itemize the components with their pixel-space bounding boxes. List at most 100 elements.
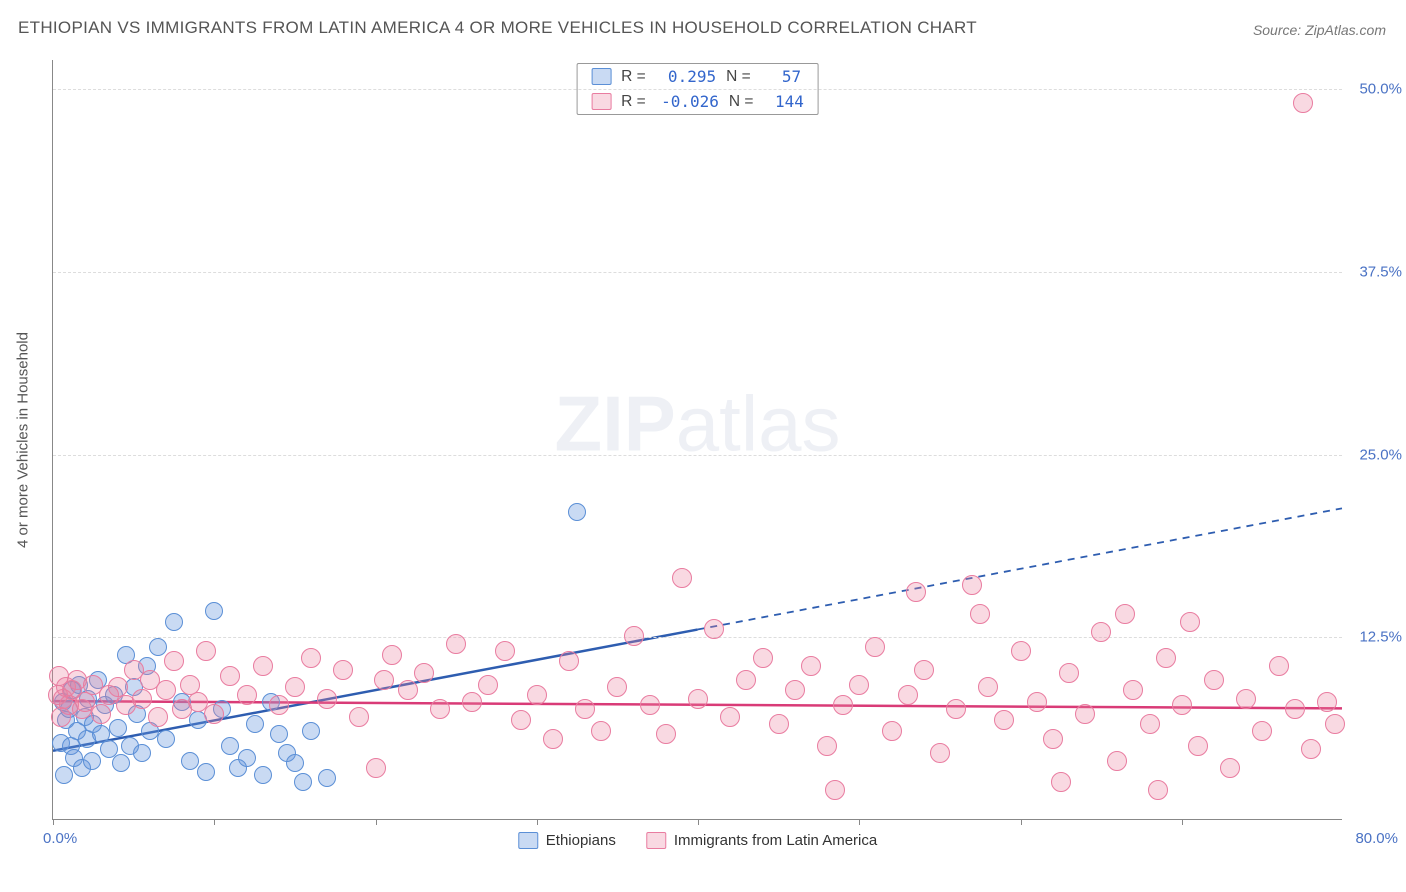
data-point	[254, 766, 272, 784]
data-point	[430, 699, 450, 719]
data-point	[559, 651, 579, 671]
data-point	[1027, 692, 1047, 712]
data-point	[91, 704, 111, 724]
data-point	[109, 719, 127, 737]
data-point	[181, 752, 199, 770]
data-point	[970, 604, 990, 624]
data-point	[882, 721, 902, 741]
data-point	[914, 660, 934, 680]
data-point	[204, 704, 224, 724]
data-point	[318, 769, 336, 787]
data-point	[656, 724, 676, 744]
data-point	[196, 641, 216, 661]
data-point	[1091, 622, 1111, 642]
x-tick	[537, 819, 538, 825]
data-point	[446, 634, 466, 654]
data-point	[149, 638, 167, 656]
data-point	[294, 773, 312, 791]
data-point	[1325, 714, 1345, 734]
legend-r-label: R =	[621, 93, 651, 111]
data-point	[495, 641, 515, 661]
x-tick	[1021, 819, 1022, 825]
data-point	[1123, 680, 1143, 700]
data-point	[1051, 772, 1071, 792]
data-point	[527, 685, 547, 705]
series-name: Ethiopians	[546, 832, 616, 849]
data-point	[672, 568, 692, 588]
data-point	[317, 689, 337, 709]
data-point	[398, 680, 418, 700]
data-point	[720, 707, 740, 727]
legend-n-value: 144	[769, 92, 804, 111]
data-point	[1180, 612, 1200, 632]
data-point	[270, 725, 288, 743]
legend-swatch	[518, 832, 538, 849]
data-point	[478, 675, 498, 695]
data-point	[1172, 695, 1192, 715]
legend-n-label: N =	[729, 93, 759, 111]
gridline-h	[53, 637, 1342, 638]
chart-title: ETHIOPIAN VS IMMIGRANTS FROM LATIN AMERI…	[18, 18, 977, 38]
data-point	[246, 715, 264, 733]
data-point	[238, 749, 256, 767]
y-tick-label: 25.0%	[1347, 446, 1402, 463]
data-point	[704, 619, 724, 639]
data-point	[269, 695, 289, 715]
data-point	[165, 613, 183, 631]
data-point	[285, 677, 305, 697]
legend-r-value: 0.295	[661, 67, 716, 86]
data-point	[1148, 780, 1168, 800]
data-point	[333, 660, 353, 680]
legend-r-label: R =	[621, 68, 651, 86]
x-tick	[214, 819, 215, 825]
data-point	[785, 680, 805, 700]
data-point	[1269, 656, 1289, 676]
data-point	[978, 677, 998, 697]
data-point	[994, 710, 1014, 730]
x-max-label: 80.0%	[1355, 830, 1398, 847]
data-point	[1188, 736, 1208, 756]
x-tick	[859, 819, 860, 825]
data-point	[253, 656, 273, 676]
data-point	[736, 670, 756, 690]
data-point	[1204, 670, 1224, 690]
source-label: Source: ZipAtlas.com	[1253, 22, 1386, 38]
series-legend-item: Ethiopians	[518, 832, 616, 849]
data-point	[1156, 648, 1176, 668]
data-point	[1317, 692, 1337, 712]
legend-r-value: -0.026	[661, 92, 719, 111]
data-point	[286, 754, 304, 772]
data-point	[414, 663, 434, 683]
plot-area: ZIPatlas 4 or more Vehicles in Household…	[52, 60, 1342, 820]
data-point	[607, 677, 627, 697]
x-tick	[698, 819, 699, 825]
data-point	[769, 714, 789, 734]
data-point	[1301, 739, 1321, 759]
data-point	[898, 685, 918, 705]
y-tick-label: 12.5%	[1347, 629, 1402, 646]
data-point	[156, 680, 176, 700]
data-point	[753, 648, 773, 668]
data-point	[1011, 641, 1031, 661]
data-point	[462, 692, 482, 712]
data-point	[133, 744, 151, 762]
data-point	[148, 707, 168, 727]
data-point	[946, 699, 966, 719]
gridline-h	[53, 455, 1342, 456]
data-point	[349, 707, 369, 727]
y-axis-title: 4 or more Vehicles in Household	[15, 332, 32, 548]
data-point	[157, 730, 175, 748]
data-point	[221, 737, 239, 755]
series-name: Immigrants from Latin America	[674, 832, 877, 849]
legend-row: R =0.295N =57	[577, 64, 818, 89]
data-point	[1285, 699, 1305, 719]
data-point	[197, 763, 215, 781]
data-point	[83, 752, 101, 770]
legend-swatch	[591, 93, 611, 110]
data-point	[825, 780, 845, 800]
data-point	[833, 695, 853, 715]
x-tick	[53, 819, 54, 825]
series-legend: Ethiopians Immigrants from Latin America	[518, 832, 877, 849]
x-min-label: 0.0%	[43, 830, 77, 847]
data-point	[164, 651, 184, 671]
